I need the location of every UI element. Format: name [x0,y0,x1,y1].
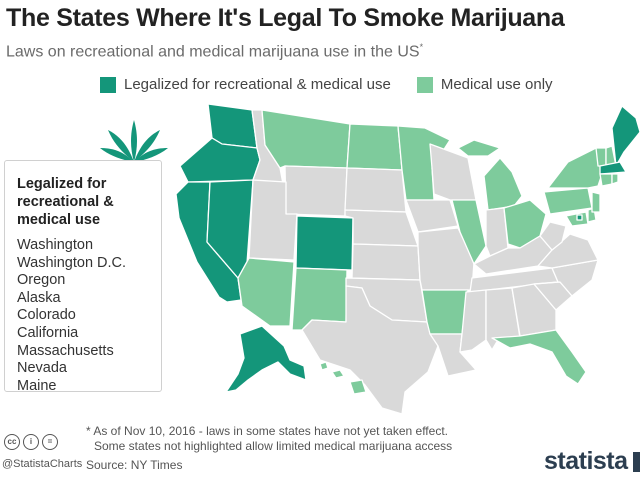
footnote: * As of Nov 10, 2016 - laws in some stat… [86,424,452,454]
state-vermont [595,147,607,167]
state-arkansas [421,289,469,335]
state-list-item: Nevada [17,360,67,377]
state-list-title: Legalized for recreational & medical use [17,176,114,228]
subtitle-text: Laws on recreational and medical marijua… [6,43,420,61]
state-list-item: Massachusetts [17,342,114,359]
state-nebraska [344,209,419,247]
state-list-item: Colorado [17,307,76,324]
state-list-item: Washington [17,237,94,253]
state-north-dakota [346,123,403,171]
legend-item-recreational: Legalized for recreational & medical use [100,76,391,93]
legend-label-medical: Medical use only [440,76,553,93]
subtitle-footnote-mark: * [419,42,424,52]
statista-logo-icon [632,451,640,472]
legend-swatch-recreational [100,76,116,93]
statista-logo-text: statista [544,447,628,475]
legend-label-recreational: Legalized for recreational & medical use [124,76,391,93]
state-michigan [483,157,523,211]
state-list-item: Oregon [17,272,66,289]
state-rhode-island [611,173,619,185]
creative-commons-icons[interactable]: cc i = [4,434,58,450]
legend: Legalized for recreational & medical use… [100,76,579,93]
state-illinois [451,199,487,265]
state-list-item: Washington D.C. [17,254,127,271]
state-maine [611,105,640,167]
state-hawaii-1 [319,361,329,371]
chart-subtitle: Laws on recreational and medical marijua… [6,42,423,61]
state-colorado [295,215,354,271]
state-arizona [237,257,295,327]
state-florida [491,329,587,385]
cc-icon[interactable]: cc [4,434,20,450]
state-connecticut [599,173,613,187]
legend-swatch-medical [416,76,433,93]
state-south-dakota [344,167,407,213]
state-new-york [547,147,605,189]
state-kansas [351,243,421,281]
state-massachusetts [599,161,627,175]
attribution-icon[interactable]: i [23,434,39,450]
state-texas [301,285,439,415]
twitter-handle[interactable]: @StatistaCharts [2,458,83,470]
state-michigan-upper [457,139,501,157]
state-hawaii-3 [349,379,367,395]
state-hawaii-2 [331,369,345,379]
state-list-item: California [17,324,79,341]
no-derivatives-icon[interactable]: = [42,434,58,450]
state-wisconsin [429,143,477,201]
state-new-jersey [591,191,601,213]
state-list-item: Maine [17,377,57,394]
state-iowa [405,199,459,233]
state-wyoming [284,165,348,217]
statista-logo[interactable]: statista [544,447,640,476]
state-list-panel: Legalized for recreational & medical use… [4,160,162,394]
state-montana [261,109,351,169]
state-alaska [225,325,307,393]
chart-title: The States Where It's Legal To Smoke Mar… [6,4,565,32]
footnote-line-1: * As of Nov 10, 2016 - laws in some stat… [86,424,448,438]
footnote-line-2: Some states not highlighted allow limite… [94,439,453,453]
state-list-item: Alaska [17,289,61,306]
source-note: Source: NY Times [86,458,183,472]
legend-item-medical: Medical use only [416,76,553,93]
state-pennsylvania [543,187,593,215]
state-dc [576,214,583,221]
state-west-virginia [539,221,567,251]
state-north-carolina [533,259,599,297]
